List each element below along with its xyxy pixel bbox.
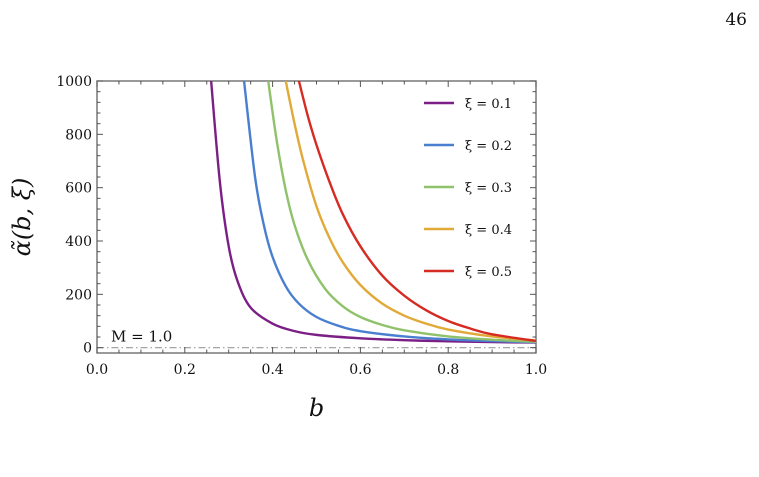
plot-area: M = 1.0 <box>96 80 537 354</box>
x-tick-label: 0.0 <box>86 362 108 378</box>
x-tick-label: 1.0 <box>525 362 547 378</box>
legend-label-2: ξ = 0.2 <box>465 139 512 154</box>
x-tick-label: 0.6 <box>349 362 371 378</box>
plot-frame <box>96 80 537 354</box>
legend: ξ = 0.1 ξ = 0.2 ξ = 0.3 ξ = 0.4 ξ = 0.5 <box>424 97 512 280</box>
legend-label-4: ξ = 0.4 <box>465 223 512 238</box>
y-tick-label: 600 <box>65 181 92 197</box>
legend-label-3: ξ = 0.3 <box>465 181 512 196</box>
legend-label-1: ξ = 0.1 <box>465 97 512 112</box>
series-line-5 <box>297 81 536 343</box>
page-number: 46 <box>725 10 747 30</box>
annotation-label: M = 1.0 <box>111 328 172 346</box>
legend-label-5: ξ = 0.5 <box>465 265 512 280</box>
series-line-4 <box>284 81 536 342</box>
y-tick-label: 1000 <box>56 74 92 90</box>
series-line-3 <box>267 81 536 343</box>
series-line-1 <box>209 81 536 344</box>
x-axis-label: b <box>309 394 324 422</box>
x-tick-label: 0.8 <box>437 362 459 378</box>
y-axis-label: α̃(b, ξ) <box>8 178 36 257</box>
y-tick-label: 800 <box>65 127 92 143</box>
series-group <box>209 81 536 344</box>
x-tick-labels: 0.0 0.2 0.4 0.6 0.8 1.0 <box>86 362 547 378</box>
ticks <box>96 80 537 353</box>
x-tick-label: 0.2 <box>174 362 196 378</box>
x-tick-label: 0.4 <box>261 362 283 378</box>
series-line-2 <box>242 81 536 344</box>
y-tick-label: 400 <box>65 234 92 250</box>
y-tick-labels: 0 200 400 600 800 1000 <box>56 74 92 357</box>
y-tick-label: 200 <box>65 287 92 303</box>
y-tick-label: 0 <box>83 341 92 357</box>
